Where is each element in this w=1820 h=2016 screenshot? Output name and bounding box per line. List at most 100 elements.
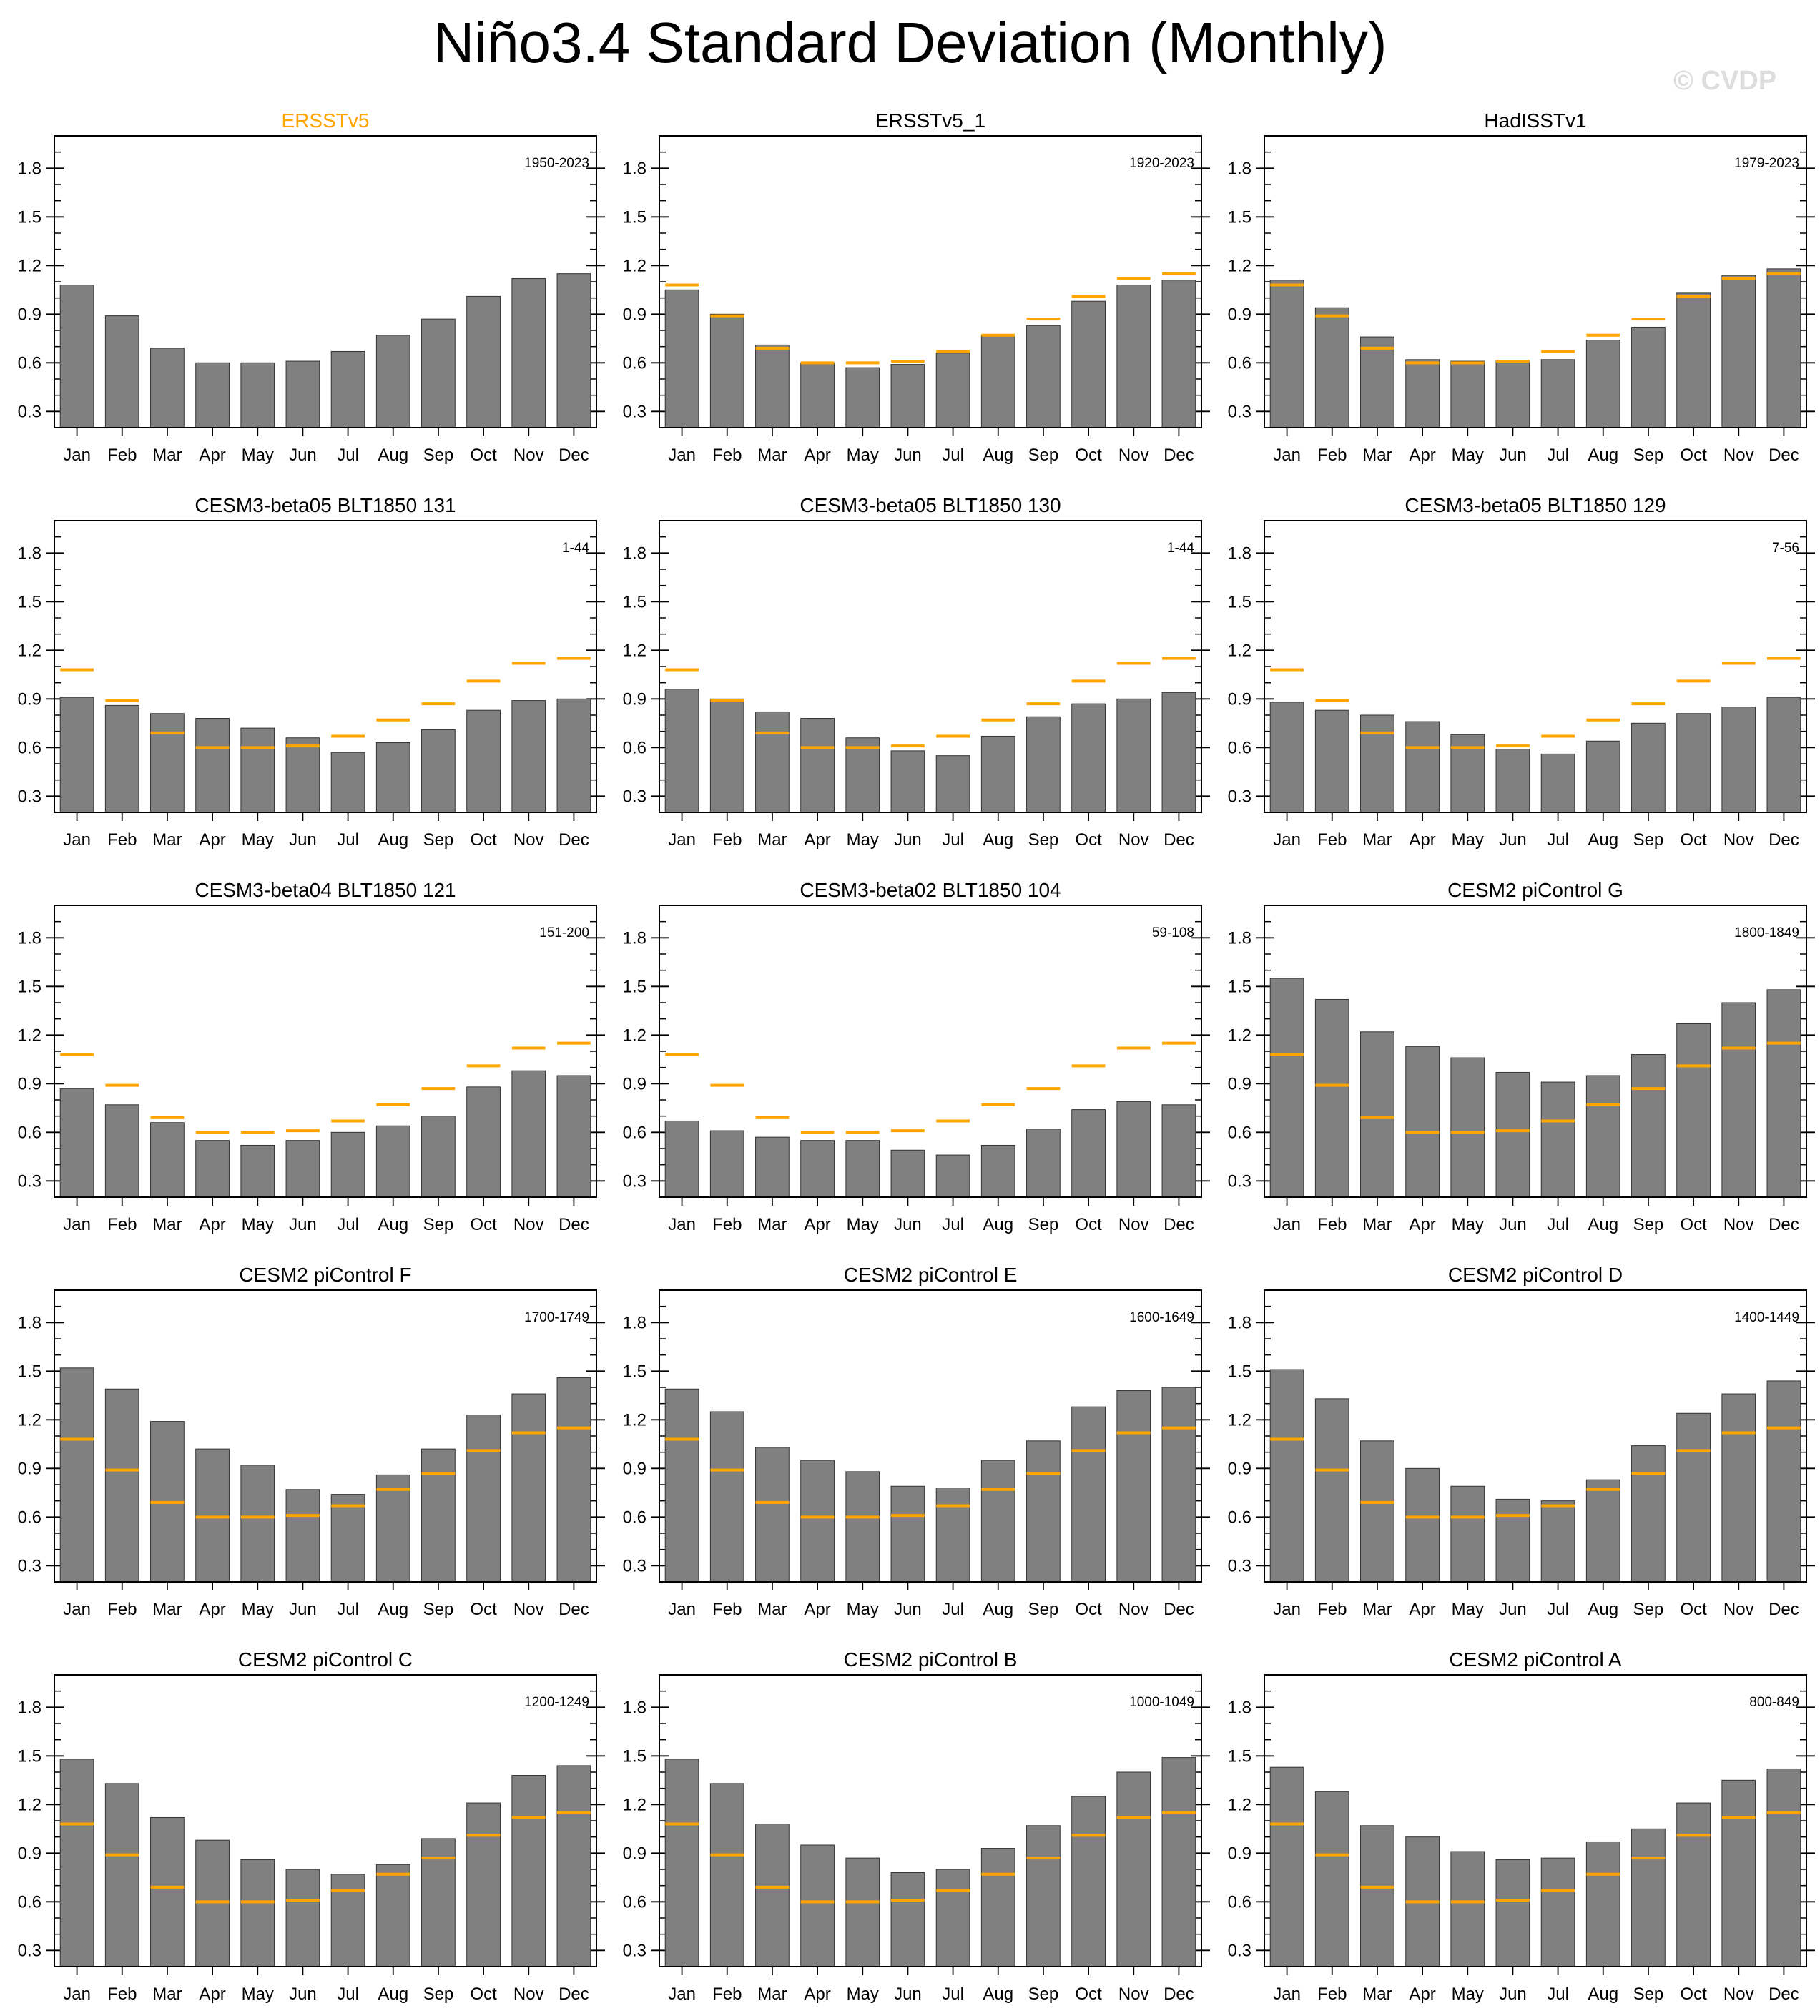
x-tick-label: Oct (1075, 1985, 1102, 2004)
y-tick-label: 1.2 (623, 1410, 646, 1430)
y-tick-label: 0.9 (18, 1074, 41, 1093)
y-tick-label: 0.3 (18, 1941, 41, 1960)
period-label: 1-44 (1167, 541, 1194, 556)
bar (1269, 1369, 1304, 1583)
y-tick-label: 1.8 (1228, 1313, 1251, 1332)
x-tick-label: Jul (942, 1600, 964, 1619)
x-tick-label: Jan (63, 1985, 91, 2004)
y-tick-label: 0.6 (18, 1123, 41, 1142)
bar (1585, 340, 1620, 428)
bar (845, 367, 880, 428)
panel-title: CESM2 piControl B (844, 1648, 1018, 1671)
bar (1540, 1857, 1575, 1967)
x-tick-label: Jul (337, 1985, 359, 2004)
x-tick-label: Apr (804, 1215, 830, 1234)
bar (890, 1485, 925, 1583)
period-label: 1600-1649 (1129, 1310, 1194, 1325)
bar (240, 1465, 275, 1583)
bar (1314, 709, 1349, 813)
bar (1071, 300, 1106, 428)
x-tick-label: Dec (1164, 1985, 1194, 2004)
y-tick-label: 1.2 (18, 1795, 41, 1814)
bar (1540, 1081, 1575, 1198)
bar (1495, 1498, 1530, 1583)
y-tick-label: 1.8 (623, 159, 646, 178)
bar (556, 698, 591, 813)
bar (1405, 1467, 1440, 1583)
x-tick-label: Jan (1273, 1600, 1301, 1619)
x-tick-label: Mar (757, 1600, 787, 1619)
x-tick-label: Jul (337, 1600, 359, 1619)
bar (755, 1136, 790, 1198)
x-tick-label: Nov (1118, 830, 1149, 850)
panel: CESM3-beta05 BLT1850 129 0.3 0.6 0.9 1.2 1.5 1… (1228, 494, 1815, 850)
bar (1631, 326, 1666, 428)
y-tick-label: 0.6 (623, 1892, 646, 1912)
bar (1540, 753, 1575, 813)
bar (1450, 1057, 1485, 1198)
y-tick-label: 1.8 (623, 1313, 646, 1332)
bar (1360, 714, 1394, 813)
x-tick-label: Aug (378, 446, 408, 465)
bar (556, 1377, 591, 1583)
bar (1495, 360, 1530, 428)
y-tick-label: 1.2 (18, 1410, 41, 1430)
x-tick-label: Mar (152, 446, 182, 465)
x-tick-label: Jan (668, 1600, 696, 1619)
panel: CESM3-beta05 BLT1850 130 0.3 0.6 0.9 1.2 1.5 1… (623, 494, 1210, 850)
y-tick-label: 1.2 (623, 641, 646, 660)
bar (1026, 1440, 1061, 1583)
bar (1314, 1791, 1349, 1967)
x-tick-label: May (1452, 1600, 1484, 1619)
x-tick-label: May (242, 1215, 274, 1234)
x-tick-label: Jul (337, 1215, 359, 1234)
y-tick-label: 0.6 (623, 738, 646, 757)
bar (285, 360, 320, 428)
bar (1026, 1129, 1061, 1198)
panel: CESM2 piControl A 0.3 0.6 0.9 1.2 1.5 1.8 Jan Fe… (1228, 1648, 1815, 2004)
panel: ERSSTv5 0.3 0.6 0.9 1.2 1.5 1.8 Jan Feb Mar Apr May… (18, 109, 605, 465)
bar (1116, 698, 1151, 813)
x-tick-label: Oct (470, 830, 497, 850)
x-tick-label: Sep (1028, 446, 1059, 465)
bar (1495, 1859, 1530, 1967)
y-tick-label: 0.3 (623, 402, 646, 421)
x-tick-label: Mar (1362, 446, 1392, 465)
x-tick-label: Feb (1317, 830, 1347, 850)
x-tick-label: Jan (1273, 1985, 1301, 2004)
period-label: 800-849 (1749, 1695, 1799, 1710)
panel-title: CESM3-beta05 BLT1850 129 (1405, 494, 1666, 516)
bar (104, 1104, 139, 1198)
bar (375, 1474, 410, 1583)
x-tick-label: Jan (63, 830, 91, 850)
y-tick-label: 1.5 (1228, 207, 1251, 227)
bar (1450, 1485, 1485, 1583)
x-tick-label: Feb (107, 446, 137, 465)
y-tick-label: 0.6 (18, 353, 41, 373)
bar (150, 1122, 185, 1198)
x-tick-label: Mar (152, 1215, 182, 1234)
bar (104, 315, 139, 428)
y-tick-label: 1.5 (18, 592, 41, 611)
y-tick-label: 1.8 (1228, 928, 1251, 948)
bar (1585, 1075, 1620, 1198)
bar (709, 313, 744, 428)
y-tick-label: 1.5 (623, 1362, 646, 1381)
y-tick-label: 1.2 (1228, 256, 1251, 275)
y-tick-label: 1.5 (18, 977, 41, 996)
x-tick-label: May (242, 1600, 274, 1619)
panel: CESM3-beta05 BLT1850 131 0.3 0.6 0.9 1.2 1.5 1… (18, 494, 605, 850)
x-tick-label: Nov (1723, 830, 1754, 850)
panel-title: CESM2 piControl F (239, 1264, 411, 1286)
x-tick-label: Sep (1633, 1985, 1664, 2004)
bar (755, 1447, 790, 1583)
x-tick-label: May (1452, 830, 1484, 850)
y-tick-label: 0.6 (1228, 353, 1251, 373)
x-tick-label: Feb (107, 830, 137, 850)
y-tick-label: 0.3 (18, 402, 41, 421)
bar (1721, 1393, 1756, 1583)
x-tick-label: May (1452, 1215, 1484, 1234)
bar (1071, 1796, 1106, 1967)
y-tick-label: 0.6 (1228, 1508, 1251, 1527)
bar (845, 737, 880, 813)
